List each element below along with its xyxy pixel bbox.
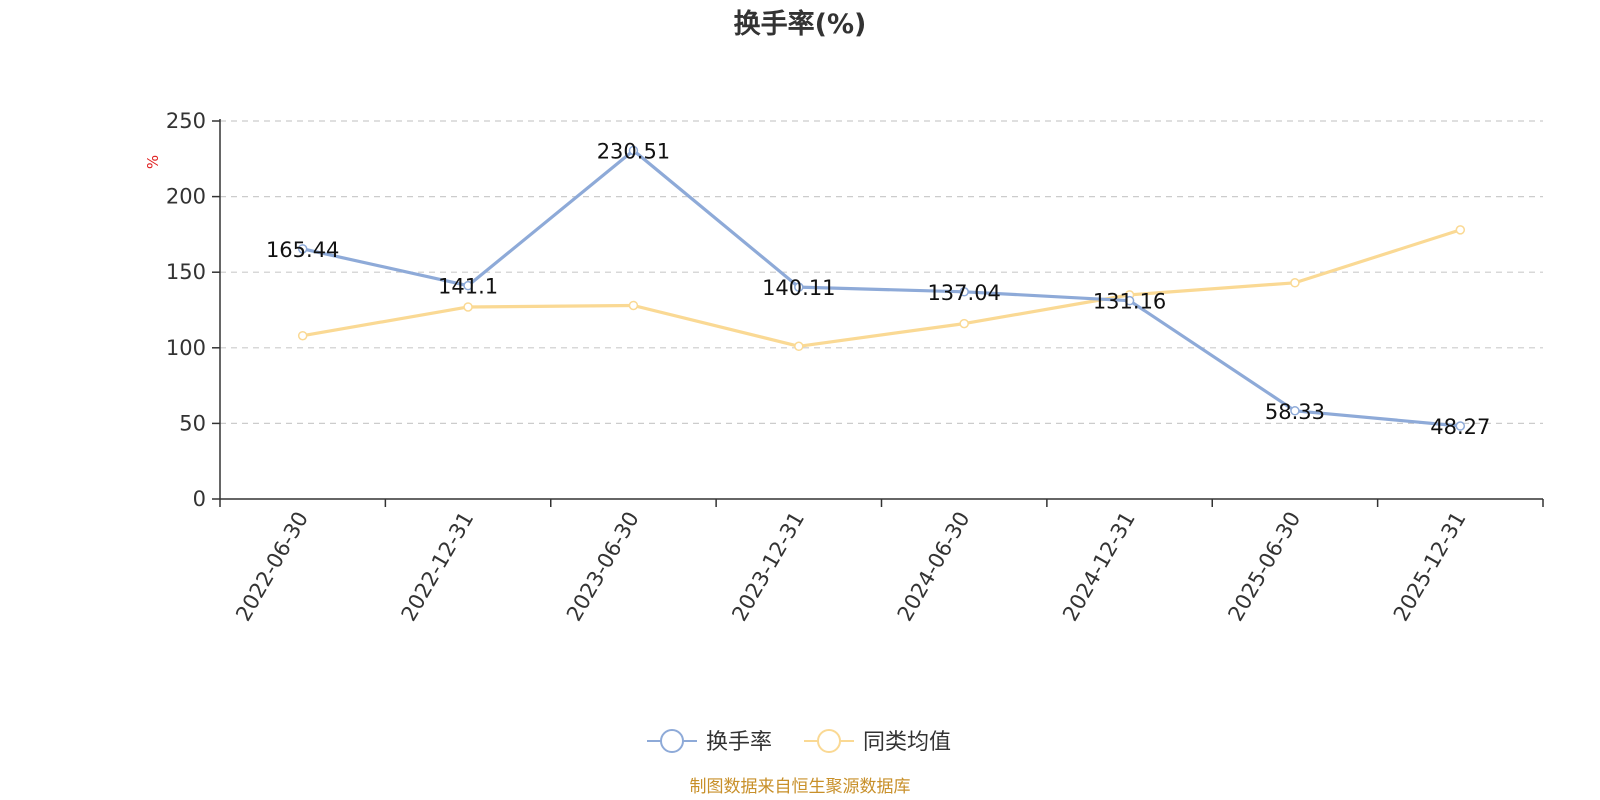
legend-marker-icon — [660, 729, 684, 753]
data-label: 141.1 — [438, 275, 498, 299]
data-label: 131.16 — [1093, 290, 1166, 314]
data-point[interactable] — [959, 318, 969, 329]
data-source-note: 制图数据来自恒生聚源数据库 — [690, 777, 911, 797]
x-tick-label: 2023-12-31 — [727, 508, 809, 626]
x-tick-label: 2025-06-30 — [1223, 508, 1305, 626]
y-tick-label: 0 — [193, 487, 206, 511]
x-tick-label: 2022-06-30 — [231, 508, 313, 626]
grid-lines — [220, 120, 1543, 424]
data-point[interactable] — [959, 287, 969, 297]
series-line — [302, 228, 1461, 348]
y-tick-label: 250 — [166, 109, 206, 133]
data-point[interactable] — [463, 302, 473, 312]
legend-item-primary[interactable]: 换手率 — [647, 729, 772, 755]
data-point[interactable] — [1124, 295, 1135, 306]
data-point[interactable] — [1290, 278, 1300, 288]
data-point[interactable] — [1455, 421, 1466, 431]
series-line — [302, 148, 1461, 428]
data-point[interactable] — [297, 244, 308, 254]
data-labels: 165.44 141.1 230.51 140.11 137.04 131.16 58.33… — [266, 139, 1490, 439]
y-tick-label: 200 — [166, 185, 206, 209]
x-tick-label: 2024-06-30 — [893, 508, 975, 626]
x-tick-label: 2023-06-30 — [562, 508, 644, 626]
x-tick-label: 2022-12-31 — [397, 508, 479, 626]
data-point[interactable] — [794, 341, 804, 352]
data-point[interactable] — [628, 300, 639, 311]
data-label: 140.11 — [762, 276, 835, 300]
chart-title: 换手率(%) — [734, 8, 867, 40]
legend[interactable]: 换手率 同类均值 — [647, 729, 951, 755]
data-point[interactable] — [1290, 406, 1300, 416]
data-point[interactable] — [1455, 225, 1466, 235]
data-point[interactable] — [297, 330, 308, 341]
legend-label: 同类均值 — [863, 730, 951, 755]
data-point[interactable] — [794, 282, 804, 292]
x-tick-label: 2025-12-31 — [1389, 508, 1471, 626]
y-tick-label: 50 — [179, 411, 206, 435]
series-primary — [297, 145, 1466, 431]
legend-marker-icon — [817, 729, 841, 753]
data-point[interactable] — [628, 145, 639, 156]
legend-label: 换手率 — [706, 730, 772, 755]
series-average — [297, 225, 1466, 352]
axes: 0 50 100 150 200 250 2022-06-30 2022-12-31 2023-… — [166, 109, 1544, 626]
y-tick-label: 150 — [166, 260, 206, 284]
data-point[interactable] — [463, 280, 473, 291]
legend-item-average[interactable]: 同类均值 — [804, 729, 951, 755]
series-group — [297, 145, 1466, 431]
y-tick-label: 100 — [166, 336, 206, 360]
data-label: 58.33 — [1265, 400, 1325, 424]
y-axis-unit: % — [144, 155, 162, 169]
data-label: 165.44 — [266, 238, 339, 262]
data-label: 137.04 — [927, 281, 1000, 305]
x-tick-label: 2024-12-31 — [1058, 508, 1140, 626]
data-label: 230.51 — [597, 139, 670, 163]
data-label: 48.27 — [1430, 415, 1490, 439]
